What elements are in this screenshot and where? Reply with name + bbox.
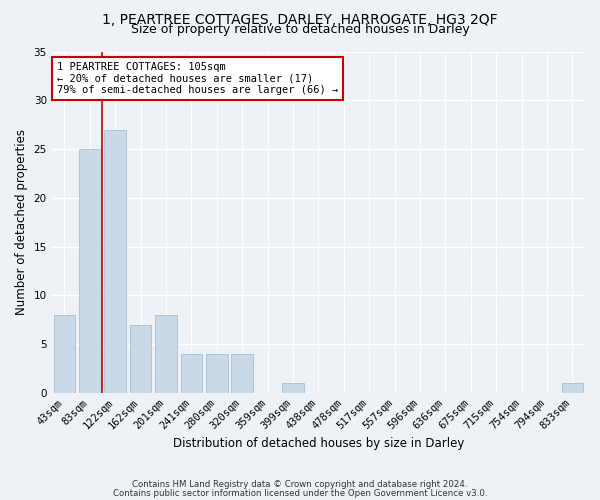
Y-axis label: Number of detached properties: Number of detached properties [15,129,28,315]
Text: Size of property relative to detached houses in Darley: Size of property relative to detached ho… [131,22,469,36]
Bar [79,149,101,393]
Bar [104,130,126,393]
Bar [282,383,304,393]
Text: Contains HM Land Registry data © Crown copyright and database right 2024.: Contains HM Land Registry data © Crown c… [132,480,468,489]
Bar [232,354,253,393]
X-axis label: Distribution of detached houses by size in Darley: Distribution of detached houses by size … [173,437,464,450]
Bar [206,354,227,393]
Bar [53,315,75,393]
Bar [155,315,177,393]
Text: 1 PEARTREE COTTAGES: 105sqm
← 20% of detached houses are smaller (17)
79% of sem: 1 PEARTREE COTTAGES: 105sqm ← 20% of det… [57,62,338,95]
Bar [130,324,151,393]
Text: 1, PEARTREE COTTAGES, DARLEY, HARROGATE, HG3 2QF: 1, PEARTREE COTTAGES, DARLEY, HARROGATE,… [102,12,498,26]
Bar [562,383,583,393]
Bar [181,354,202,393]
Text: Contains public sector information licensed under the Open Government Licence v3: Contains public sector information licen… [113,488,487,498]
